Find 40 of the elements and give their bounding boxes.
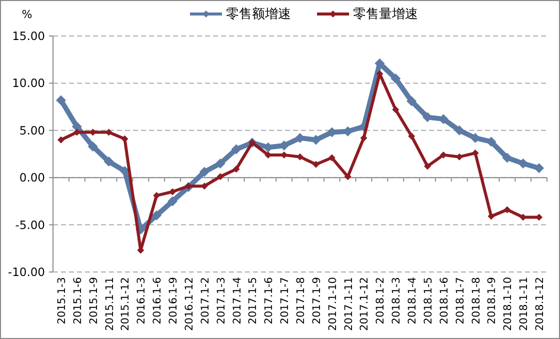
x-tick-label: 2015.1-6 — [72, 276, 84, 324]
x-tick-label: 2018.1-8 — [470, 277, 482, 324]
legend-label: 零售额增速 — [226, 7, 291, 22]
x-tick-label: 2018.1-4 — [406, 276, 419, 324]
x-tick-label: 2018.1-12 — [534, 277, 546, 331]
y-tick-label: 5.00 — [19, 123, 45, 138]
x-tick-label: 2017.1-9 — [310, 277, 323, 324]
x-tick-label: 2018.1-10 — [502, 277, 514, 331]
x-tick-label: 2016.1-12 — [183, 277, 196, 331]
y-tick-label: 15.00 — [12, 29, 45, 43]
x-tick-label: 2018.1-9 — [486, 277, 498, 324]
x-tick-label: 2017.1-11 — [342, 277, 355, 331]
x-tick-label: 2017.1-10 — [326, 277, 339, 331]
x-tick-label: 2018.1-2 — [374, 277, 387, 324]
x-tick-label: 2017.1-12 — [358, 277, 371, 331]
y-tick-label: -10.00 — [8, 265, 45, 279]
x-tick-label: 2018.1-7 — [454, 277, 466, 324]
x-tick-label: 2018.1-5 — [422, 277, 434, 324]
x-tick-label: 2017.1-7 — [279, 277, 292, 324]
y-tick-label: 0.00 — [19, 170, 45, 185]
x-tick-label: 2017.1-6 — [263, 276, 276, 324]
x-tick-label: 2017.1-2 — [199, 277, 212, 324]
x-tick-label: 2017.1-5 — [247, 277, 260, 324]
y-axis-title: % — [22, 8, 32, 21]
x-tick-label: 2015.1-9 — [88, 277, 100, 324]
x-tick-label: 2016.1-3 — [136, 277, 148, 324]
x-tick-label: 2018.1-3 — [390, 277, 403, 324]
x-tick-label: 2018.1-6 — [438, 276, 450, 324]
x-tick-label: 2016.1-9 — [168, 277, 180, 324]
x-tick-label: 2015.1-12 — [120, 277, 132, 331]
y-tick-label: -5.00 — [15, 218, 45, 232]
legend-label: 零售量增速 — [353, 7, 418, 22]
x-tick-label: 2017.1-3 — [215, 277, 228, 324]
x-tick-label: 2016.1-6 — [152, 276, 164, 324]
x-tick-label: 2017.1-4 — [231, 276, 244, 324]
x-tick-label: 2015.1-3 — [56, 277, 68, 324]
x-tick-label: 2015.1-11 — [104, 277, 116, 331]
y-tick-label: 10.00 — [12, 76, 45, 90]
x-tick-label: 2017.1-8 — [295, 277, 307, 324]
x-tick-label: 2018.1-11 — [518, 277, 530, 331]
